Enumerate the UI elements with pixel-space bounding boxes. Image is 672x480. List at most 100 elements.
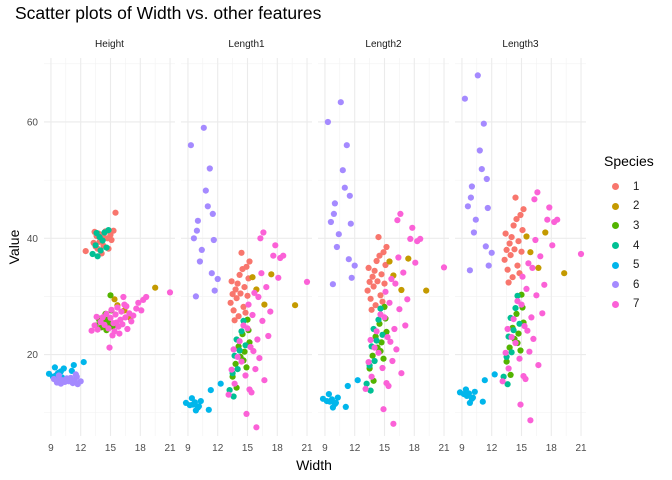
data-point [236, 338, 243, 345]
data-point [252, 366, 259, 373]
data-point [481, 377, 488, 384]
data-point [510, 316, 517, 323]
data-point [205, 406, 212, 413]
data-point [197, 398, 204, 405]
legend-swatch [612, 261, 619, 269]
data-point [470, 229, 477, 236]
data-point [392, 280, 399, 287]
data-point [407, 235, 414, 242]
data-point [484, 204, 491, 212]
data-point [376, 252, 383, 259]
data-point [535, 362, 542, 369]
data-point [244, 292, 251, 299]
data-point [143, 293, 150, 301]
data-point [329, 281, 336, 288]
data-point [190, 235, 197, 242]
data-point [523, 233, 530, 240]
data-point [491, 371, 498, 378]
data-point [210, 236, 217, 244]
x-tick-label: 9 [48, 443, 54, 454]
legend-label: 7 [633, 298, 640, 311]
data-point [80, 359, 87, 366]
data-point [334, 394, 341, 401]
legend-swatch [612, 222, 619, 230]
data-point [368, 373, 375, 380]
data-point [386, 299, 393, 306]
data-point [228, 366, 235, 373]
data-point [465, 390, 472, 397]
data-point [324, 118, 331, 126]
legend-label: 4 [633, 239, 640, 252]
data-point [554, 216, 561, 223]
data-point [241, 284, 248, 291]
data-point [60, 365, 67, 372]
data-point [272, 242, 279, 249]
x-tick-label: 18 [272, 443, 284, 454]
data-point [68, 367, 75, 374]
data-point [243, 410, 250, 417]
data-point [507, 252, 514, 259]
data-point [515, 238, 522, 245]
legend-title: Species [604, 153, 654, 169]
data-point [476, 147, 483, 154]
data-point [152, 284, 159, 291]
data-point [344, 382, 351, 390]
data-point [242, 372, 249, 379]
legend-label: 3 [633, 219, 640, 232]
data-point [101, 321, 108, 328]
data-point [238, 249, 245, 256]
panel-strip-label: Length2 [365, 39, 402, 50]
x-tick-label: 9 [185, 443, 191, 454]
data-point [93, 229, 100, 237]
x-tick-label: 9 [322, 443, 328, 454]
legend-label: 1 [633, 180, 640, 193]
data-point [256, 355, 263, 362]
data-point [504, 381, 511, 388]
data-point [372, 302, 379, 309]
data-point [325, 391, 332, 398]
data-point [268, 271, 275, 278]
data-point [241, 348, 248, 355]
data-point [502, 230, 509, 237]
data-point [396, 306, 403, 313]
panel-strip-label: Length3 [502, 39, 539, 50]
data-point [512, 305, 519, 312]
data-point [82, 248, 89, 255]
data-point [194, 217, 201, 224]
data-point [94, 253, 101, 260]
data-point [236, 271, 243, 278]
data-point [249, 311, 256, 319]
data-point [499, 378, 506, 385]
data-point [107, 314, 114, 321]
data-point [328, 396, 335, 403]
data-point [250, 348, 257, 355]
data-point [330, 210, 337, 217]
data-point [267, 308, 274, 315]
data-point [56, 376, 64, 383]
data-point [343, 142, 350, 149]
x-tick-label: 12 [212, 443, 224, 454]
legend-swatch [612, 202, 619, 210]
data-point [225, 391, 232, 398]
x-tick-label: 12 [349, 443, 361, 454]
data-point [107, 292, 114, 299]
data-point [51, 364, 59, 371]
data-point [123, 303, 130, 310]
data-point [191, 399, 198, 406]
data-point [364, 287, 371, 294]
data-point [377, 292, 384, 299]
data-point [257, 235, 264, 242]
data-point [230, 307, 237, 314]
data-point [234, 366, 241, 373]
data-point [440, 264, 448, 271]
x-tick-label: 21 [164, 443, 176, 454]
data-point [135, 299, 142, 306]
data-point [517, 211, 524, 219]
data-point [400, 269, 407, 276]
data-point [513, 310, 520, 317]
data-point [527, 417, 534, 424]
data-point [251, 289, 258, 296]
data-point [526, 348, 533, 355]
data-point [138, 307, 145, 314]
data-point [378, 339, 385, 346]
